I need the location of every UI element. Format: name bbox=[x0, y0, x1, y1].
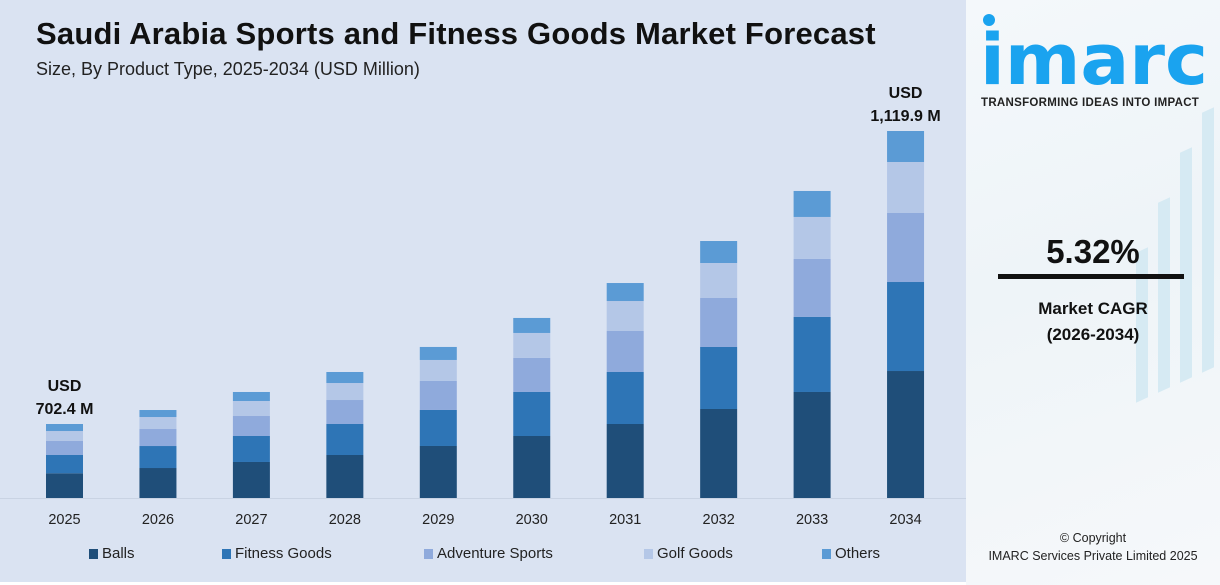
bar-segment-golf-goods-2030 bbox=[513, 332, 551, 358]
cagr-label: Market CAGR (2026-2034) bbox=[966, 296, 1220, 348]
bar-segment-balls-2033 bbox=[793, 391, 831, 498]
legend-label: Fitness Goods bbox=[235, 545, 332, 562]
bar-segment-others-2030 bbox=[513, 317, 551, 333]
bar-segment-adventure-sports-2029 bbox=[419, 380, 457, 410]
bar-segment-adventure-sports-2026 bbox=[139, 429, 177, 447]
legend-item-golf-goods: Golf Goods bbox=[644, 545, 733, 562]
cagr-period: (2026-2034) bbox=[1046, 325, 1140, 344]
legend-label: Golf Goods bbox=[657, 545, 733, 562]
legend: Balls Fitness Goods Adventure Sports Golf G… bbox=[0, 545, 966, 565]
bar-segment-others-2032 bbox=[700, 241, 738, 264]
x-tick-label: 2028 bbox=[329, 512, 361, 528]
legend-label: Adventure Sports bbox=[437, 545, 553, 562]
bar-segment-golf-goods-2029 bbox=[419, 359, 457, 381]
bar-segment-golf-goods-2034 bbox=[887, 162, 925, 213]
bar-segment-balls-2034 bbox=[887, 371, 925, 498]
legend-item-others: Others bbox=[822, 545, 880, 562]
stacked-bar-chart: 2025 2026 2027 2028 2029 2030 2031 2032 2033 2034… bbox=[0, 85, 966, 528]
bar-segment-golf-goods-2025 bbox=[46, 431, 83, 442]
bar-segment-balls-2032 bbox=[700, 408, 738, 498]
bar-segment-balls-2027 bbox=[232, 461, 270, 498]
bar-segment-fitness-goods-2031 bbox=[606, 371, 644, 425]
bar-segment-fitness-goods-2025 bbox=[46, 455, 83, 474]
total-annotation-line2: 702.4 M bbox=[36, 401, 94, 418]
bar-segment-golf-goods-2031 bbox=[606, 301, 644, 332]
bar-segment-golf-goods-2032 bbox=[700, 263, 738, 298]
bar-segment-adventure-sports-2034 bbox=[887, 212, 925, 283]
legend-label: Others bbox=[835, 545, 881, 562]
legend-item-adventure-sports: Adventure Sports bbox=[424, 545, 553, 562]
bar-segment-others-2034 bbox=[887, 131, 925, 163]
chart-panel: Saudi Arabia Sports and Fitness Goods Ma… bbox=[0, 0, 966, 582]
bar-segment-fitness-goods-2027 bbox=[232, 435, 270, 462]
legend-swatch bbox=[89, 548, 98, 559]
legend-swatch bbox=[424, 548, 433, 559]
chart-subtitle: Size, By Product Type, 2025-2034 (USD Mi… bbox=[36, 59, 420, 79]
bar-segment-others-2029 bbox=[419, 346, 457, 360]
x-tick-label: 2030 bbox=[516, 512, 548, 528]
bar-segment-fitness-goods-2028 bbox=[326, 424, 364, 456]
bar-segment-fitness-goods-2032 bbox=[700, 346, 738, 409]
bar-segment-adventure-sports-2032 bbox=[700, 297, 738, 347]
bar-segment-others-2031 bbox=[606, 283, 644, 302]
copyright-line2: IMARC Services Private Limited 2025 bbox=[988, 549, 1198, 563]
decorative-bar bbox=[1158, 197, 1170, 393]
bar-segment-balls-2031 bbox=[606, 424, 644, 498]
x-tick-label: 2029 bbox=[422, 512, 454, 528]
bar-segment-others-2026 bbox=[139, 410, 177, 418]
x-tick-label: 2032 bbox=[703, 512, 735, 528]
bar-segment-adventure-sports-2025 bbox=[46, 441, 83, 456]
bar-segment-golf-goods-2033 bbox=[793, 216, 831, 259]
legend-item-fitness-goods: Fitness Goods bbox=[222, 545, 332, 562]
bar-segment-balls-2030 bbox=[513, 435, 551, 498]
bar-segment-balls-2028 bbox=[326, 455, 364, 498]
legend-swatch bbox=[822, 548, 831, 559]
copyright-line1: © Copyright bbox=[1059, 531, 1127, 545]
bar-segment-golf-goods-2027 bbox=[232, 400, 270, 417]
bar-segment-adventure-sports-2030 bbox=[513, 357, 551, 392]
cagr-value: 5.32% bbox=[1046, 233, 1140, 270]
legend-item-balls: Balls bbox=[89, 545, 135, 562]
bar-segment-adventure-sports-2027 bbox=[232, 416, 270, 436]
imarc-logo: imarc bbox=[980, 14, 1208, 89]
bar-segment-fitness-goods-2034 bbox=[887, 282, 925, 372]
bar-segment-adventure-sports-2028 bbox=[326, 400, 364, 425]
legend-label: Balls bbox=[102, 545, 135, 562]
total-annotation-line1: USD bbox=[889, 85, 923, 102]
bar-segment-others-2033 bbox=[793, 190, 831, 217]
bar-segment-adventure-sports-2031 bbox=[606, 331, 644, 372]
x-tick-label: 2033 bbox=[796, 512, 828, 528]
copyright: © Copyright IMARC Services Private Limit… bbox=[966, 529, 1220, 565]
bar-segment-golf-goods-2026 bbox=[139, 417, 177, 430]
bar-segment-adventure-sports-2033 bbox=[793, 258, 831, 317]
bar-segment-balls-2025 bbox=[46, 473, 83, 498]
cagr-label-text: Market CAGR bbox=[1038, 299, 1148, 318]
svg-text:imarc: imarc bbox=[980, 19, 1208, 89]
bar-segment-balls-2029 bbox=[419, 445, 457, 498]
x-tick-label: 2034 bbox=[889, 512, 921, 528]
bar-segment-others-2028 bbox=[326, 371, 364, 384]
tagline: TRANSFORMING IDEAS INTO IMPACT bbox=[981, 97, 1200, 109]
total-annotation-line2: 1,119.9 M bbox=[870, 108, 940, 125]
side-panel: imarc TRANSFORMING IDEAS INTO IMPACT 5.3… bbox=[966, 0, 1220, 585]
chart-title: Saudi Arabia Sports and Fitness Goods Ma… bbox=[36, 16, 876, 51]
bar-segment-fitness-goods-2029 bbox=[419, 409, 457, 446]
bar-segment-fitness-goods-2026 bbox=[139, 446, 177, 469]
x-tick-label: 2027 bbox=[235, 512, 267, 528]
x-tick-label: 2025 bbox=[48, 512, 80, 528]
x-tick-label: 2031 bbox=[609, 512, 641, 528]
total-annotation-line1: USD bbox=[48, 378, 82, 395]
bar-segment-balls-2026 bbox=[139, 468, 177, 498]
bar-segment-golf-goods-2028 bbox=[326, 383, 364, 401]
cagr-divider bbox=[998, 274, 1184, 279]
bar-segment-others-2025 bbox=[46, 424, 83, 432]
legend-swatch bbox=[222, 548, 231, 559]
bar-segment-fitness-goods-2033 bbox=[793, 316, 831, 392]
bar-segment-others-2027 bbox=[232, 391, 270, 401]
bar-segment-fitness-goods-2030 bbox=[513, 391, 551, 436]
x-tick-label: 2026 bbox=[142, 512, 174, 528]
legend-swatch bbox=[644, 548, 653, 559]
